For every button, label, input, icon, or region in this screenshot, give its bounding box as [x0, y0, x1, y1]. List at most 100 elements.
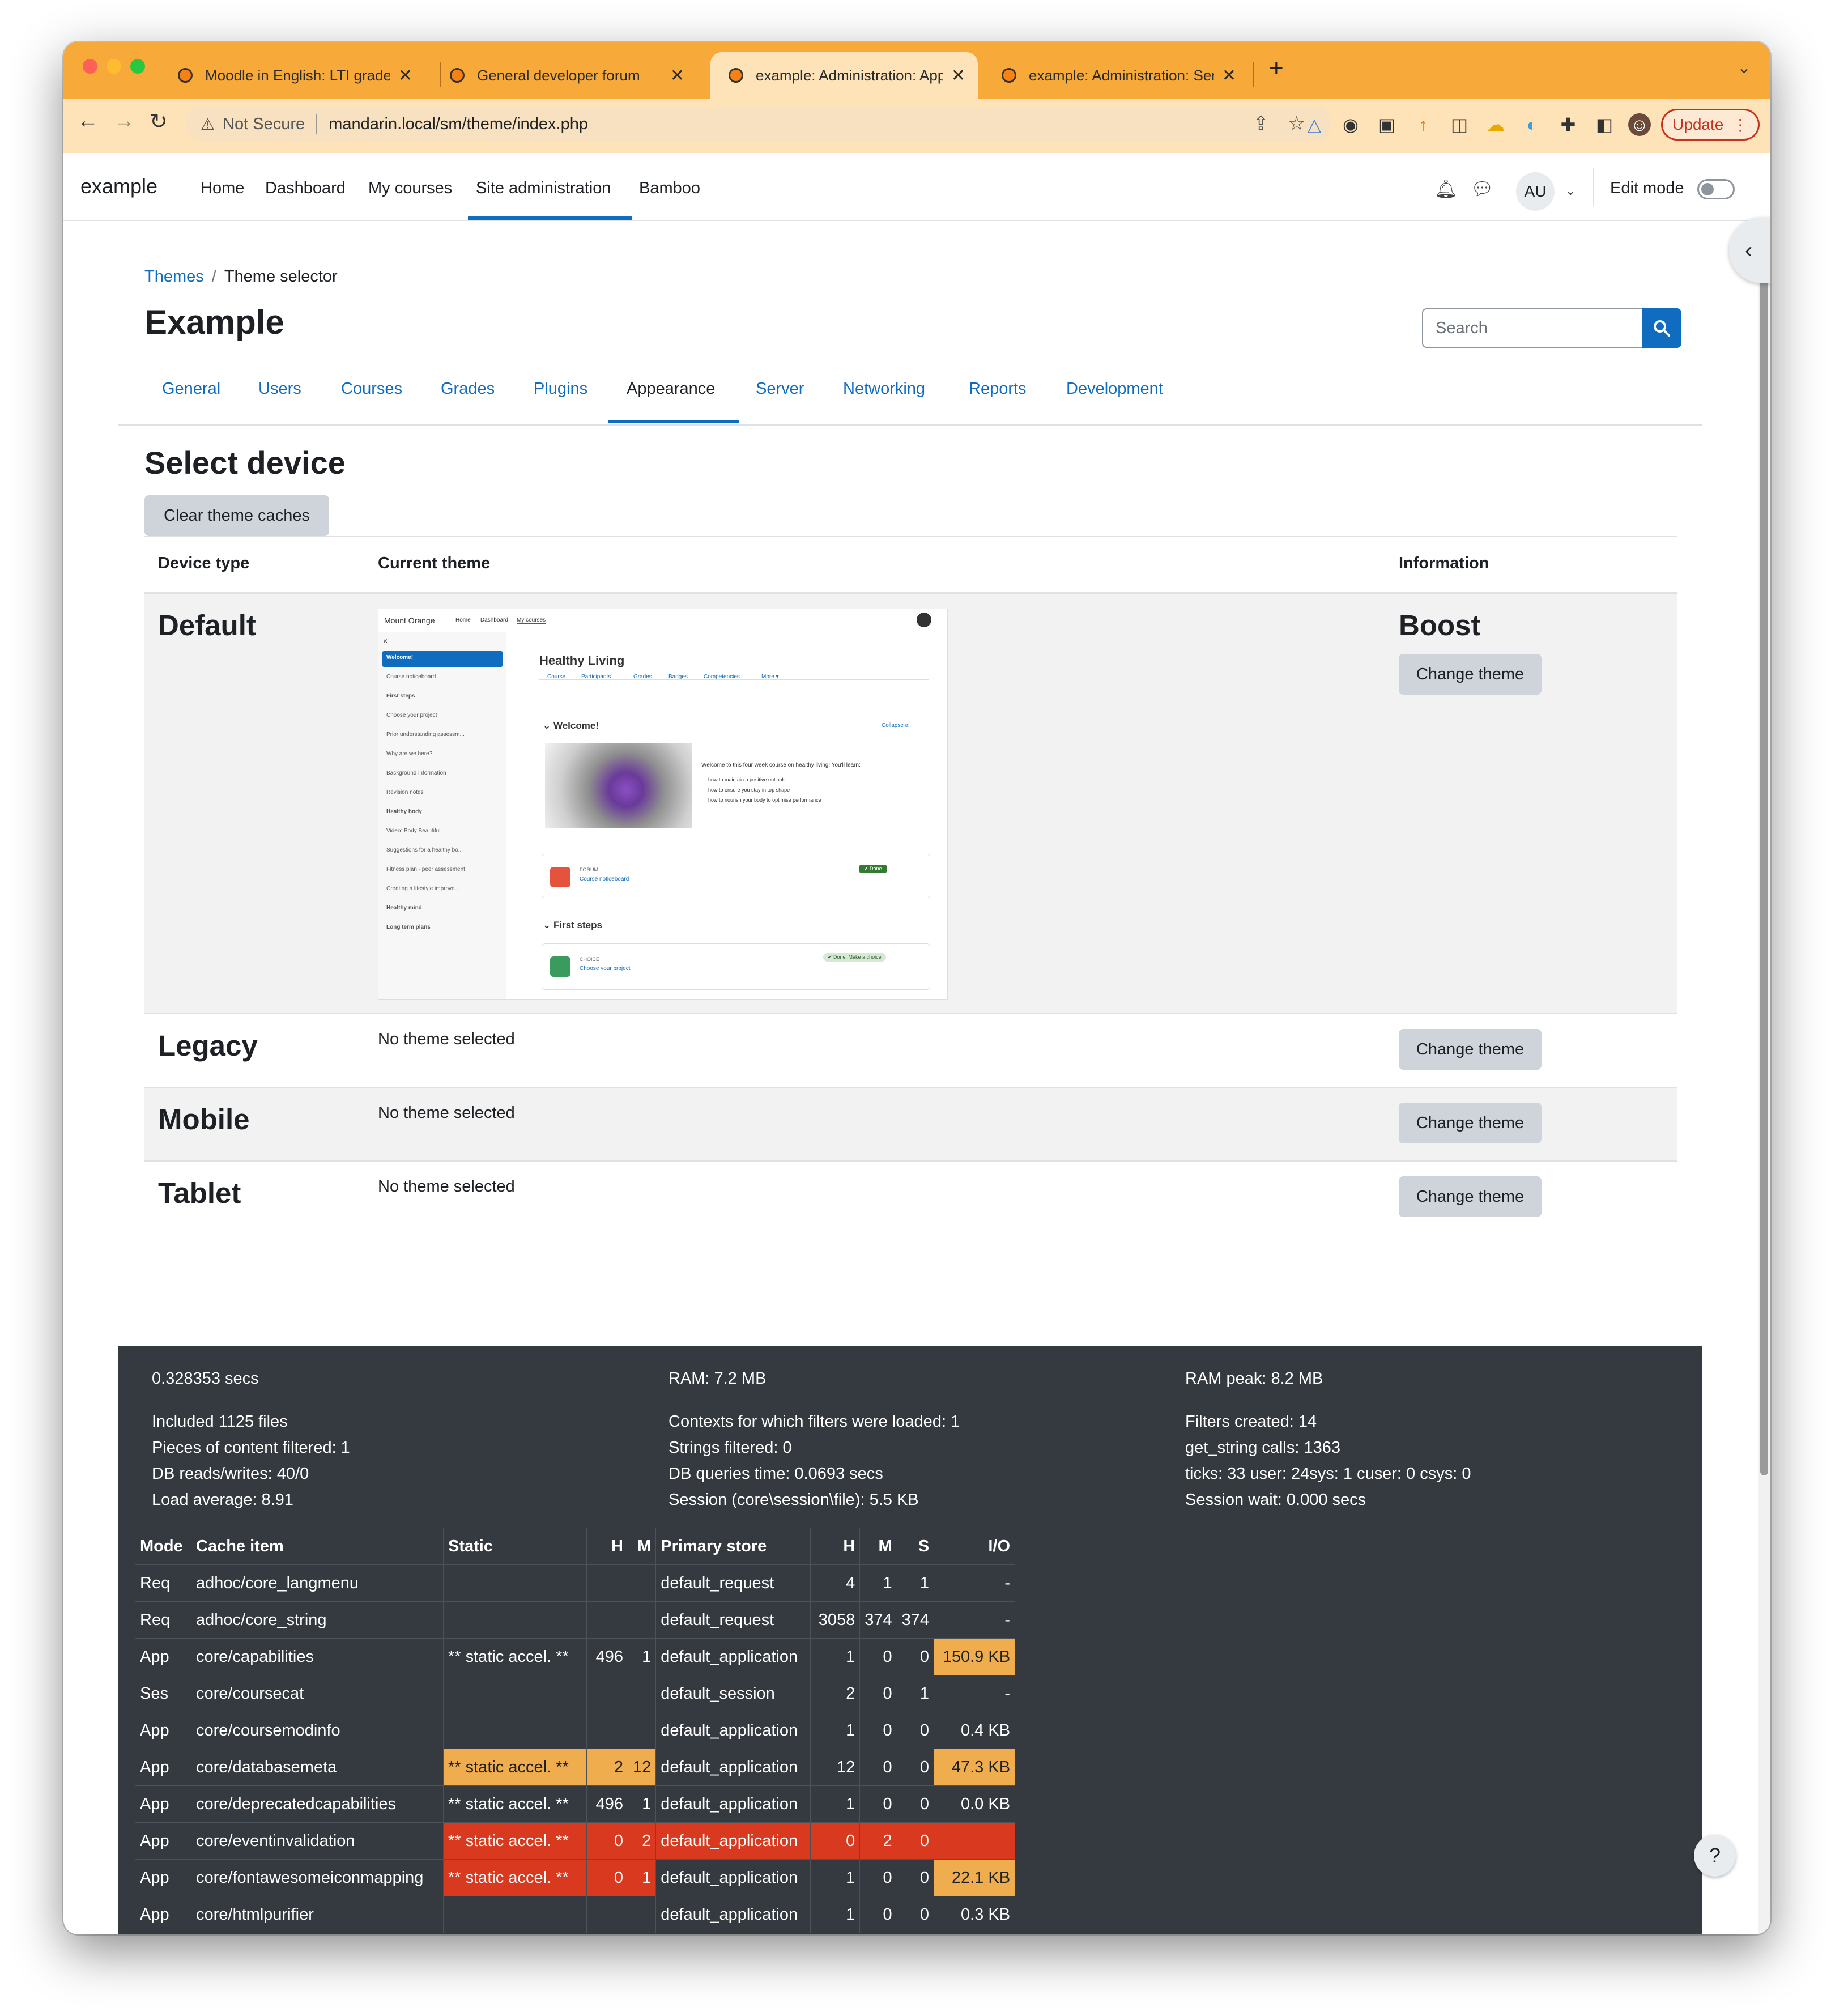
nav-my-courses[interactable]: My courses [368, 179, 453, 197]
maximize-window-button[interactable] [130, 59, 145, 74]
search-button[interactable] [1642, 308, 1681, 348]
tab-grades[interactable]: Grades [441, 380, 495, 398]
cell-s: 0 [896, 1822, 935, 1860]
messages-chat-icon[interactable]: 💬︎ [1471, 178, 1494, 199]
cell-s: 1 [896, 1675, 935, 1712]
browser-toolbar: ← → ↻ ⚠ Not Secure mandarin.local/sm/the… [63, 99, 1770, 154]
bookmark-star-icon[interactable]: ☆ [1288, 113, 1319, 134]
tab-users[interactable]: Users [258, 380, 301, 398]
change-theme-button[interactable]: Change theme [1399, 1103, 1542, 1143]
extension-incognito-icon[interactable]: ▣ [1378, 114, 1396, 135]
cell-io: 47.3 KB [934, 1749, 1016, 1786]
table-row: App core/databasemeta ** static accel. ** 2… [135, 1749, 1016, 1786]
cell-static [443, 1896, 587, 1933]
new-tab-button[interactable]: + [1269, 54, 1284, 82]
cell-mode: App [135, 1749, 191, 1786]
perf-time: 0.328353 secs [152, 1369, 259, 1388]
update-button[interactable]: Update ⋮ [1661, 109, 1760, 141]
extensions-puzzle-icon[interactable]: ✚ [1560, 114, 1576, 135]
profile-avatar-icon[interactable]: ☺ [1628, 113, 1651, 136]
nav-active-indicator [468, 216, 632, 220]
change-theme-button[interactable]: Change theme [1399, 1176, 1542, 1217]
nav-dashboard[interactable]: Dashboard [265, 179, 346, 197]
address-bar[interactable]: ⚠ Not Secure mandarin.local/sm/theme/ind… [186, 107, 1331, 142]
close-icon[interactable]: ✕ [670, 66, 684, 85]
close-icon[interactable]: ✕ [1221, 66, 1236, 85]
change-theme-button[interactable]: Change theme [1399, 1029, 1542, 1070]
browser-tab[interactable]: Moodle in English: LTI grade sy ✕ [160, 52, 425, 99]
extension-arrow-icon[interactable]: ↑ [1419, 114, 1428, 135]
preview-section-label: First steps [553, 920, 602, 930]
extension-compass-icon[interactable]: ◐ [1526, 114, 1538, 135]
preview-index-item: Choose your project [386, 712, 437, 718]
cell-static-h: 0 [586, 1859, 628, 1896]
tab-development[interactable]: Development [1066, 380, 1163, 398]
device-name: Tablet [158, 1177, 241, 1209]
nav-site-administration[interactable]: Site administration [476, 179, 611, 197]
cell-s: 0 [896, 1785, 935, 1823]
security-label[interactable]: Not Secure [223, 114, 305, 133]
preview-collapse-all: Collapse all [882, 722, 911, 729]
cell-io: 22.1 KB [934, 1859, 1016, 1896]
breadcrumb-themes[interactable]: Themes [144, 267, 204, 286]
tab-general[interactable]: General [162, 380, 221, 398]
cache-usage-table: Mode Cache item Static H M Primary store… [135, 1528, 1016, 1933]
tab-server[interactable]: Server [756, 380, 804, 398]
cell-cache-item: core/coursemodinfo [191, 1712, 444, 1749]
preview-tab: Competencies [704, 674, 740, 680]
tab-search-chevron-icon[interactable]: ⌄ [1737, 58, 1752, 77]
cell-cache-item: core/coursecat [191, 1675, 444, 1712]
extension-triangle-icon[interactable]: △ [1307, 114, 1322, 135]
edit-mode-toggle[interactable] [1697, 179, 1735, 199]
nav-home[interactable]: Home [201, 179, 245, 197]
cell-mode: App [135, 1785, 191, 1823]
close-icon[interactable]: ✕ [398, 66, 412, 85]
close-icon[interactable]: ✕ [951, 66, 965, 85]
site-brand[interactable]: example [80, 175, 158, 198]
table-row: App core/capabilities ** static accel. ** 4… [135, 1638, 1016, 1675]
tab-reports[interactable]: Reports [969, 380, 1027, 398]
browser-tab[interactable]: General developer forum ✕ [432, 52, 697, 99]
forward-arrow-icon[interactable]: → [113, 109, 135, 133]
cell-primary-store: default_application [655, 1712, 811, 1749]
browser-window: Moodle in English: LTI grade sy ✕ Genera… [63, 42, 1770, 1934]
device-name: Legacy [158, 1030, 258, 1062]
nav-bamboo[interactable]: Bamboo [639, 179, 701, 197]
share-icon[interactable]: ⇪ [1253, 113, 1283, 134]
search-input[interactable]: Search [1422, 308, 1643, 348]
edit-mode-label: Edit mode [1610, 179, 1684, 197]
preview-nav-mycourses: My courses [517, 617, 546, 624]
cell-mode: App [135, 1859, 191, 1896]
tab-courses[interactable]: Courses [341, 380, 402, 398]
tab-appearance[interactable]: Appearance [627, 380, 716, 398]
table-row: App core/fontawesomeiconmapping ** static … [135, 1859, 1016, 1896]
scrollbar-thumb[interactable] [1760, 240, 1768, 1475]
col-io: I/O [934, 1528, 1016, 1565]
close-window-button[interactable] [83, 59, 97, 74]
preview-choice-name: Choose your project [580, 966, 631, 972]
cell-cache-item: core/databasemeta [191, 1749, 444, 1786]
url-text[interactable]: mandarin.local/sm/theme/index.php [329, 114, 588, 133]
extension-eye-icon[interactable]: ◉ [1343, 114, 1359, 135]
change-theme-button[interactable]: Change theme [1399, 654, 1542, 695]
search-placeholder: Search [1436, 318, 1488, 337]
chevron-down-icon[interactable]: ⌄ [1565, 183, 1577, 198]
tab-networking[interactable]: Networking [843, 380, 926, 398]
back-arrow-icon[interactable]: ← [77, 109, 99, 133]
open-drawer-chevron-left-icon[interactable]: ‹ [1729, 218, 1770, 283]
breadcrumb-current: Theme selector [224, 267, 338, 286]
user-avatar[interactable]: AU [1516, 172, 1555, 211]
minimize-window-button[interactable] [107, 59, 121, 74]
browser-tab[interactable]: example: Administration: Serve ✕ [983, 52, 1249, 99]
reload-icon[interactable]: ↻ [150, 110, 168, 134]
side-panel-icon[interactable]: ◧ [1595, 114, 1613, 135]
extension-cloud-icon[interactable]: ☁ [1487, 114, 1505, 135]
clear-theme-caches-button[interactable]: Clear theme caches [144, 495, 329, 536]
preview-avatar [917, 613, 931, 627]
browser-tab-active[interactable]: example: Administration: Appe ✕ [710, 52, 978, 99]
extension-shield-icon[interactable]: ◫ [1450, 114, 1468, 135]
preview-intro: Welcome to this four week course on heal… [701, 762, 861, 768]
notifications-bell-icon[interactable]: 🔔︎ [1434, 178, 1458, 199]
tab-plugins[interactable]: Plugins [534, 380, 588, 398]
help-button[interactable]: ? [1694, 1835, 1736, 1877]
